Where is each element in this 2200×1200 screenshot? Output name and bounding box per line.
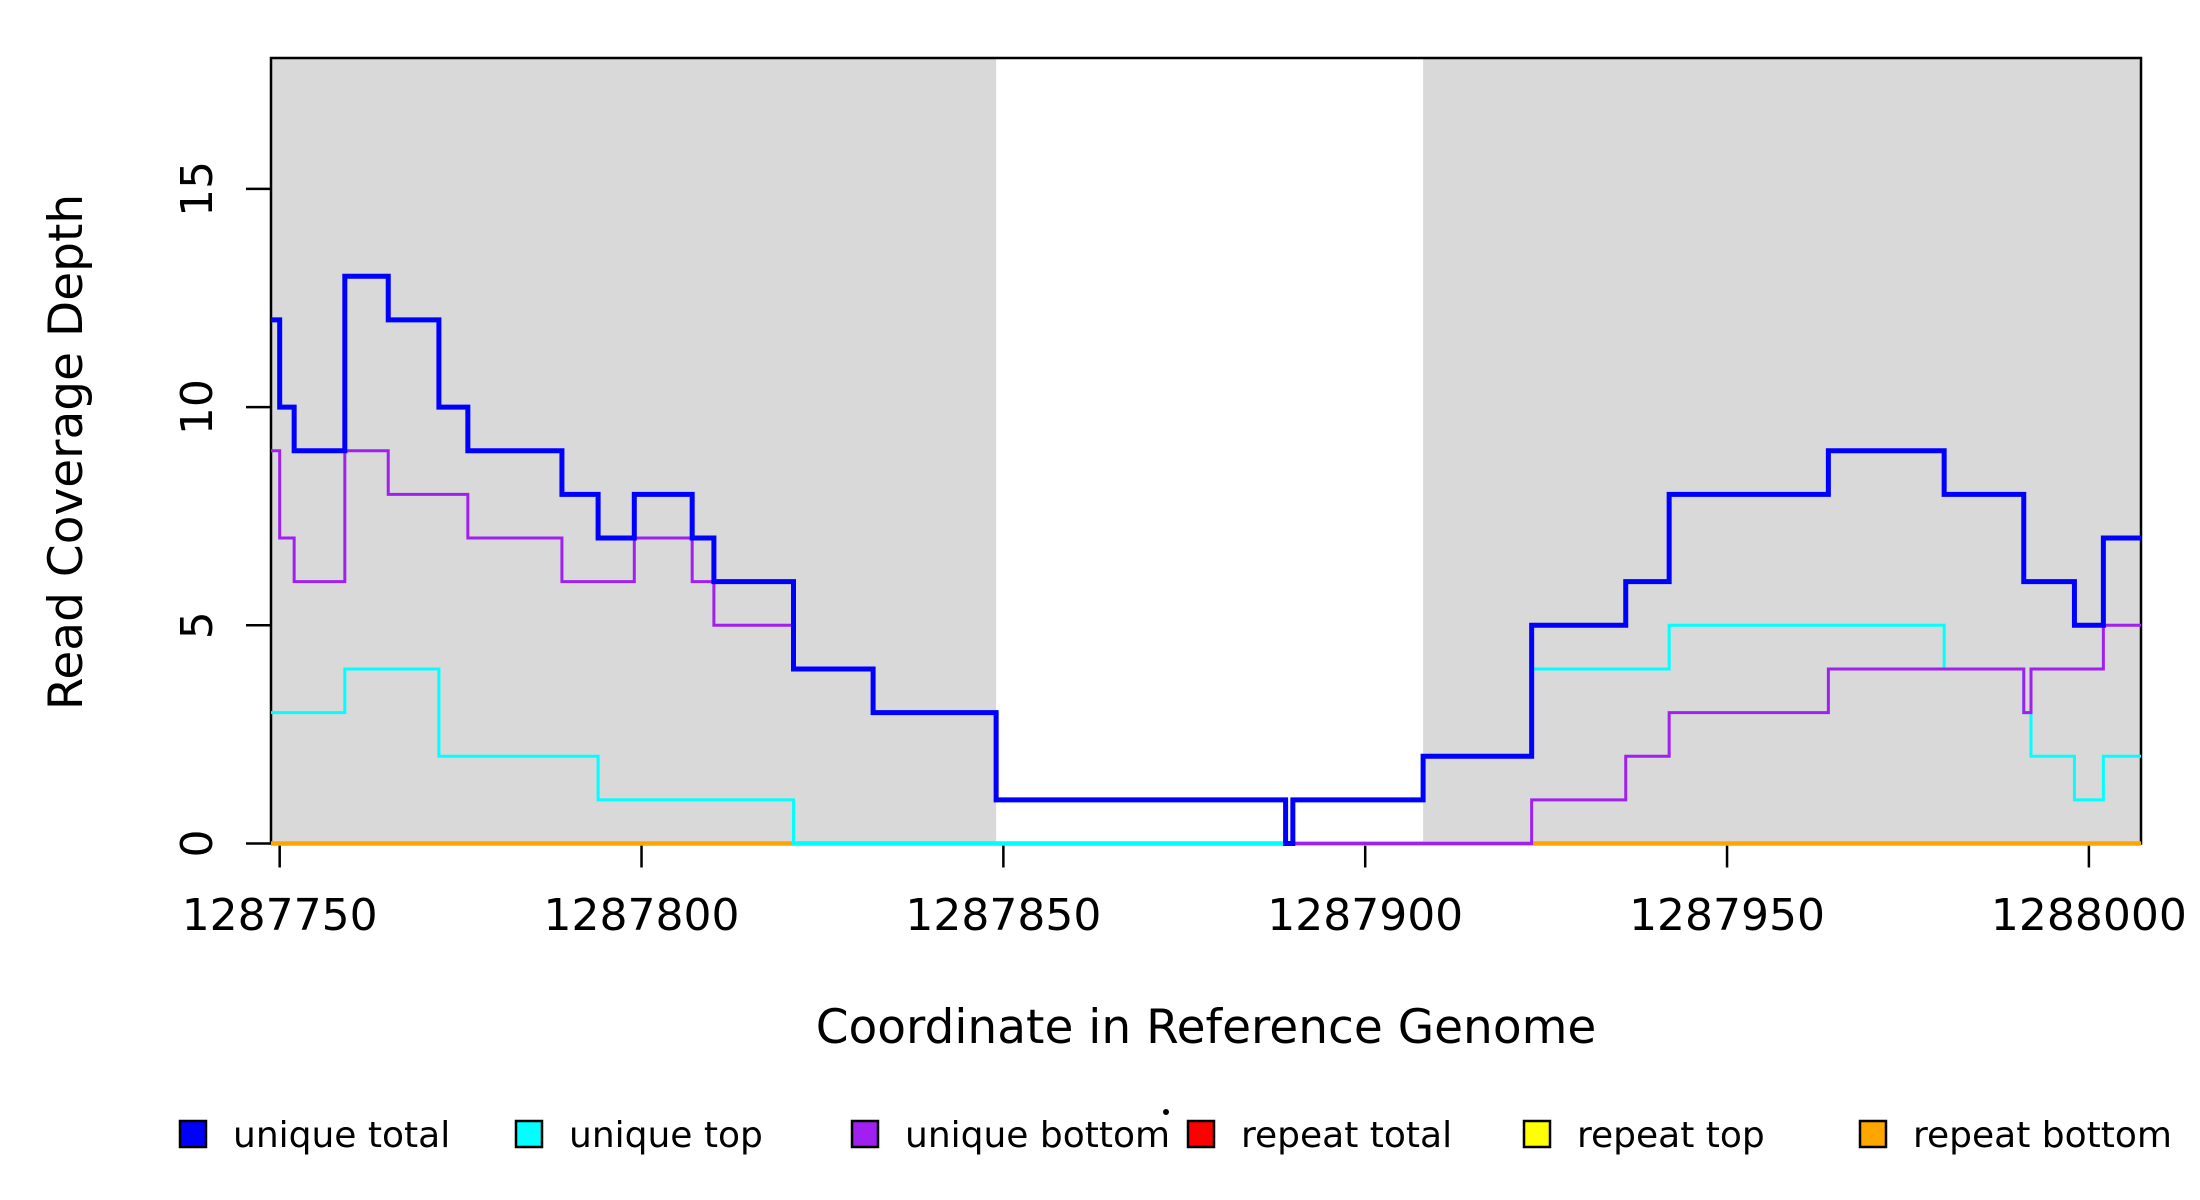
x-tick-label: 1288000: [1991, 890, 2187, 941]
legend-swatch-repeat-top: [1522, 1119, 1552, 1149]
legend-label-unique-total: unique total: [233, 1115, 450, 1156]
legend-item-repeat-total: repeat total: [1186, 1115, 1452, 1156]
legend-label-unique-bottom: unique bottom: [905, 1115, 1170, 1156]
shaded-region-bands: [271, 58, 2141, 844]
x-tick-label: 1287850: [905, 890, 1101, 941]
legend-item-repeat-bottom: repeat bottom: [1858, 1115, 2172, 1156]
legend-swatch-repeat-total: [1186, 1119, 1216, 1149]
legend-label-repeat-top: repeat top: [1577, 1115, 1765, 1156]
x-tick-label: 1287950: [1629, 890, 1825, 941]
legend-item-unique-top: unique top: [514, 1115, 763, 1156]
y-tick-label: 15: [172, 161, 223, 217]
legend-swatch-unique-total: [178, 1119, 208, 1149]
x-tick-label: 1287750: [182, 890, 378, 941]
y-axis: 0 5 10 15: [172, 161, 271, 858]
legend-label-repeat-bottom: repeat bottom: [1913, 1115, 2172, 1156]
x-axis-title: Coordinate in Reference Genome: [816, 1000, 1597, 1055]
y-tick-label: 5: [172, 611, 223, 639]
series-lines: [271, 273, 2141, 846]
legend-swatch-repeat-bottom: [1858, 1119, 1888, 1149]
legend-item-unique-bottom: unique bottom: [850, 1115, 1170, 1156]
series-line-unique-total: [271, 273, 2141, 846]
y-tick-label: 0: [172, 830, 223, 858]
x-tick-label: 1287900: [1267, 890, 1463, 941]
legend-item-repeat-top: repeat top: [1522, 1115, 1765, 1156]
legend-swatch-unique-bottom: [850, 1119, 880, 1149]
y-tick-label: 10: [172, 379, 223, 435]
x-tick-label: 1287800: [544, 890, 740, 941]
legend-label-repeat-total: repeat total: [1241, 1115, 1452, 1156]
legend-label-unique-top: unique top: [569, 1115, 763, 1156]
legend-swatch-unique-top: [514, 1119, 544, 1149]
y-axis-title: Read Coverage Depth: [39, 194, 94, 710]
legend: unique total unique top unique bottom repea…: [178, 1109, 2172, 1156]
legend-item-unique-total: unique total: [178, 1115, 450, 1156]
stray-dot: [1163, 1109, 1169, 1115]
x-axis: 1287750 1287800 1287850 1287900 1287950 12880…: [182, 843, 2187, 941]
